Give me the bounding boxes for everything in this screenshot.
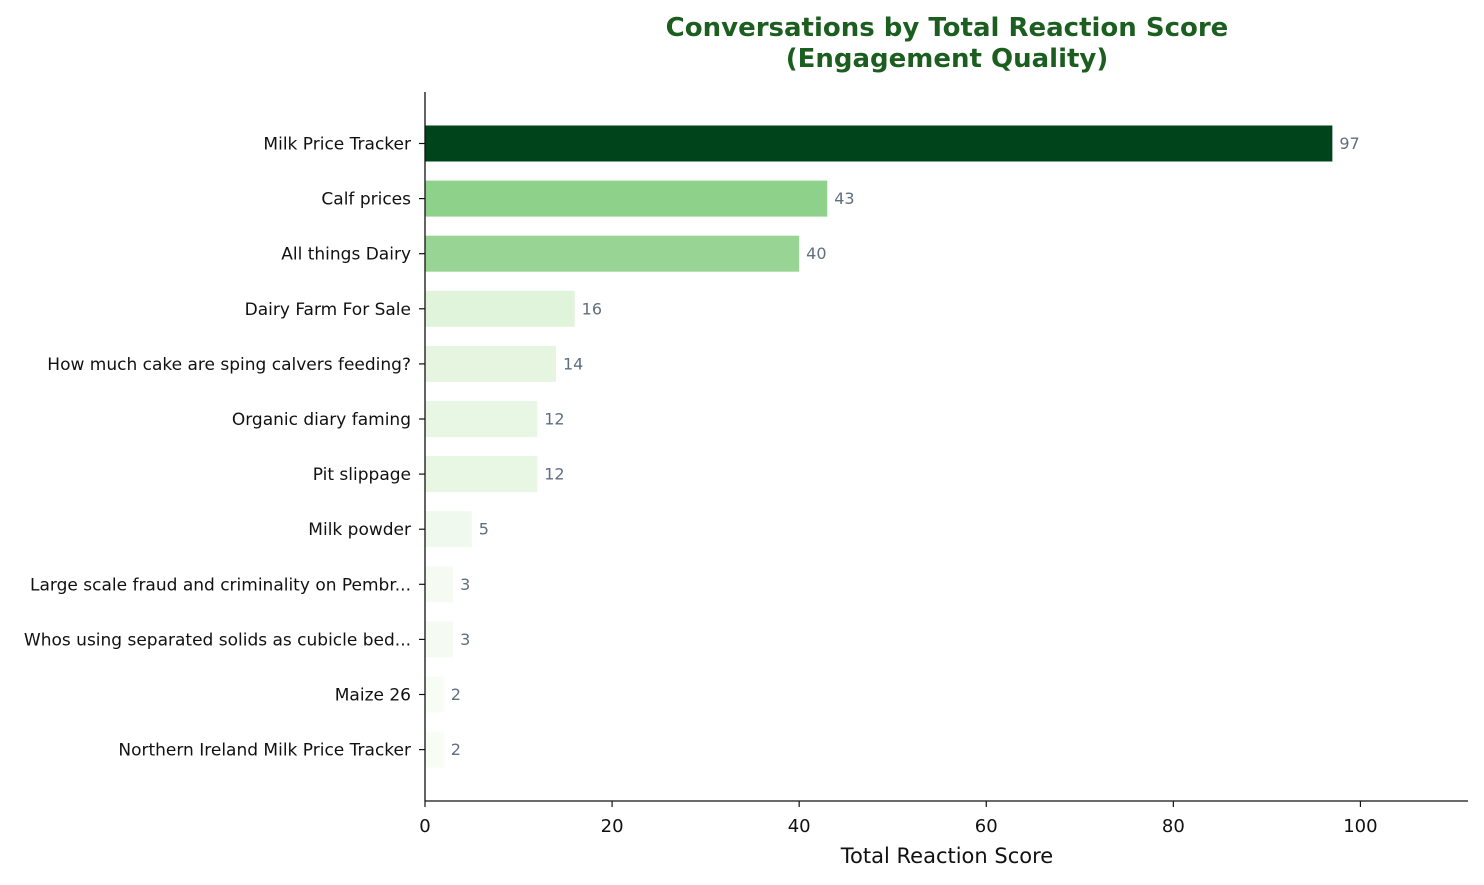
value-label: 3	[460, 575, 470, 594]
category-label: Milk powder	[308, 520, 411, 540]
x-tick-label: 40	[788, 816, 811, 837]
bar-8	[425, 511, 472, 548]
x-tick-label: 20	[601, 816, 624, 837]
category-label: Whos using separated solids as cubicle b…	[24, 630, 411, 650]
chart-title-line-2: (Engagement Quality)	[786, 44, 1109, 74]
category-label: Calf prices	[321, 190, 411, 210]
x-tick-label: 100	[1343, 816, 1377, 837]
bar-5	[425, 345, 556, 382]
bar-1	[425, 125, 1333, 162]
bar-2	[425, 180, 828, 217]
bar-4	[425, 290, 575, 327]
category-label: Organic diary faming	[232, 410, 411, 430]
category-label: How much cake are sping calvers feeding?	[47, 355, 411, 375]
bar-12	[425, 731, 444, 768]
bar-7	[425, 456, 538, 493]
category-label: Milk Price Tracker	[263, 135, 411, 155]
category-label: Maize 26	[335, 686, 411, 706]
value-label: 40	[806, 244, 826, 263]
category-label: Dairy Farm For Sale	[245, 300, 411, 320]
value-label: 2	[451, 685, 461, 704]
category-label: All things Dairy	[281, 245, 411, 265]
x-axis-ticks-group: 0 20 40 60 80 100	[419, 801, 1378, 837]
value-label: 43	[834, 189, 854, 208]
value-label: 5	[479, 520, 489, 539]
value-label: 3	[460, 630, 470, 649]
category-label: Pit slippage	[313, 465, 411, 485]
bar-10	[425, 621, 454, 658]
bar-6	[425, 401, 538, 437]
value-label: 97	[1339, 134, 1359, 153]
value-label: 2	[451, 740, 461, 759]
value-label: 16	[582, 299, 602, 318]
x-tick-label: 60	[975, 816, 998, 837]
x-axis-title: Total Reaction Score	[840, 844, 1053, 868]
bar-11	[425, 676, 444, 713]
chart-title-line-1: Conversations by Total Reaction Score	[666, 13, 1229, 43]
x-tick-label: 80	[1162, 816, 1185, 837]
category-label: Large scale fraud and criminality on Pem…	[30, 575, 411, 595]
category-labels-group: Milk Price Tracker Calf prices All things …	[24, 135, 425, 761]
bar-3	[425, 235, 800, 272]
bar-9	[425, 566, 454, 603]
value-label: 14	[563, 354, 583, 373]
value-labels-group: 97 43 40 16 14 12 12 5 3 3 2 2	[451, 134, 1360, 759]
category-label: Northern Ireland Milk Price Tracker	[118, 741, 411, 761]
value-label: 12	[544, 410, 564, 429]
x-tick-label: 0	[419, 816, 430, 837]
value-label: 12	[544, 465, 564, 484]
bars-group	[425, 125, 1333, 768]
